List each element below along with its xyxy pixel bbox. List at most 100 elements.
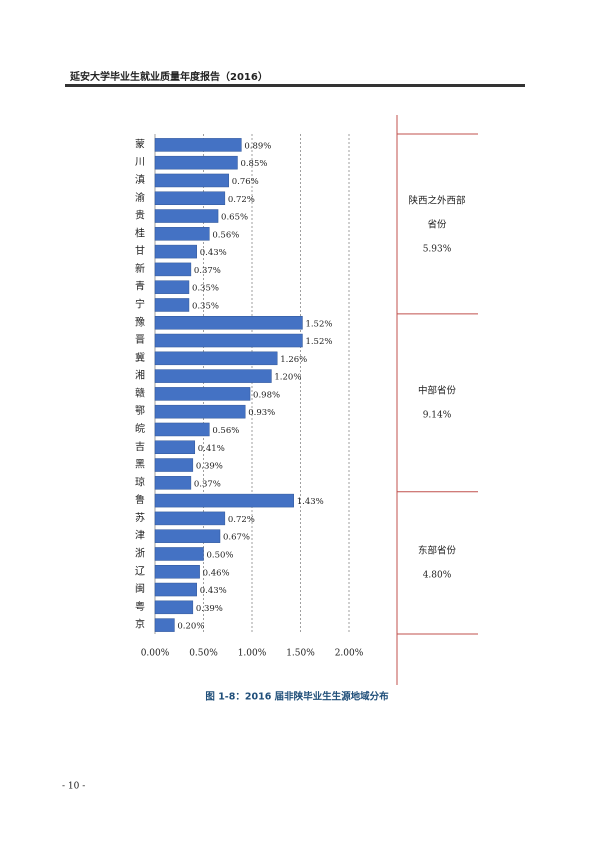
bar — [154, 511, 226, 526]
y-tick-label: 琼 — [135, 475, 145, 488]
bar — [154, 493, 294, 508]
bar — [154, 529, 221, 543]
y-tick-label: 渝 — [135, 191, 145, 204]
y-tick-label: 滇 — [135, 173, 145, 186]
value-label: 0.56% — [212, 426, 239, 436]
group-total: 9.14% — [423, 410, 452, 420]
value-label: 0.67% — [223, 533, 250, 543]
bar — [154, 209, 219, 223]
value-label: 1.20% — [274, 373, 301, 383]
value-label: 0.35% — [192, 284, 219, 294]
x-tick-label: 0.50% — [189, 649, 218, 659]
bar — [154, 280, 190, 294]
bar — [154, 333, 303, 348]
y-tick-label: 冀 — [135, 351, 145, 364]
y-tick-label: 鲁 — [135, 493, 145, 506]
value-label: 0.41% — [198, 444, 225, 454]
y-tick-label: 津 — [135, 530, 145, 542]
value-label: 0.85% — [240, 159, 267, 169]
value-label: 0.37% — [194, 479, 221, 489]
bar — [154, 351, 278, 366]
y-tick-label: 甘 — [135, 244, 145, 257]
y-tick-label: 吉 — [135, 441, 145, 453]
value-label: 0.93% — [248, 408, 275, 418]
value-label: 1.26% — [280, 355, 307, 365]
y-tick-label: 蒙 — [135, 137, 145, 150]
bar — [154, 440, 196, 454]
bar — [154, 547, 204, 561]
value-label: 0.89% — [244, 141, 271, 151]
y-tick-label: 浙 — [135, 547, 145, 559]
bar — [154, 244, 197, 259]
bar — [154, 138, 242, 152]
y-tick-label: 宁 — [135, 297, 145, 310]
bar — [154, 369, 272, 383]
value-label: 0.46% — [203, 568, 230, 578]
value-label: 0.56% — [212, 230, 239, 240]
bar — [154, 404, 246, 419]
y-tick-label: 黑 — [135, 459, 145, 471]
x-tick-label: 1.50% — [286, 649, 315, 659]
y-tick-label: 闽 — [135, 582, 145, 595]
value-label: 0.39% — [196, 604, 223, 614]
y-tick-label: 贵 — [135, 209, 145, 222]
value-label: 1.52% — [305, 337, 332, 347]
value-label: 0.37% — [194, 266, 221, 276]
caption: 图 1-8：2016 届非陕毕业生生源地域分布 — [205, 691, 389, 703]
value-label: 0.50% — [207, 550, 234, 560]
y-tick-label: 粤 — [135, 600, 145, 613]
value-label: 0.43% — [200, 248, 227, 258]
group-total: 4.80% — [423, 570, 452, 580]
bar — [154, 227, 210, 241]
x-tick-label: 1.00% — [238, 649, 267, 659]
bar — [154, 191, 226, 205]
value-label: 0.98% — [253, 390, 280, 400]
group-total: 5.93% — [423, 244, 452, 254]
bar — [154, 565, 200, 579]
page-number: - 10 - — [62, 782, 85, 792]
y-tick-label: 京 — [135, 618, 145, 631]
group-label: 省份 — [427, 218, 447, 230]
value-label: 1.52% — [305, 319, 332, 329]
value-label: 0.65% — [221, 213, 248, 223]
value-label: 0.43% — [200, 586, 227, 596]
group-label: 中部省份 — [418, 384, 457, 396]
y-tick-label: 青 — [135, 280, 145, 293]
y-tick-label: 川 — [135, 157, 145, 168]
value-label: 0.20% — [177, 622, 204, 632]
bar — [154, 618, 175, 632]
bar — [154, 316, 303, 330]
bar — [154, 173, 229, 188]
header-rule — [65, 84, 525, 87]
value-label: 0.72% — [228, 195, 255, 205]
value-label: 0.72% — [228, 515, 255, 525]
bar — [154, 298, 190, 312]
y-tick-label: 豫 — [135, 315, 145, 328]
y-tick-label: 桂 — [135, 226, 145, 239]
x-tick-label: 2.00% — [335, 649, 364, 659]
header-title: 延安大学毕业生就业质量年度报告（2016） — [69, 70, 268, 83]
bar — [154, 582, 197, 597]
y-tick-label: 晋 — [135, 334, 145, 346]
group-label: 陕西之外西部 — [408, 194, 465, 206]
y-tick-label: 新 — [135, 262, 145, 275]
value-label: 0.39% — [196, 462, 223, 472]
value-label: 0.76% — [232, 177, 259, 187]
value-label: 1.43% — [297, 497, 324, 507]
bar — [154, 600, 194, 615]
value-label: 0.35% — [192, 301, 219, 311]
y-tick-label: 湘 — [135, 369, 145, 382]
bar — [154, 458, 194, 472]
bar — [154, 476, 192, 490]
bar — [154, 155, 238, 170]
y-tick-label: 辽 — [135, 565, 145, 577]
group-label: 东部省份 — [418, 544, 457, 556]
y-tick-label: 赣 — [135, 386, 145, 399]
y-tick-label: 苏 — [135, 511, 145, 524]
x-tick-label: 0.00% — [141, 649, 170, 659]
bar — [154, 422, 210, 437]
bar — [154, 262, 192, 277]
y-tick-label: 皖 — [135, 422, 145, 435]
